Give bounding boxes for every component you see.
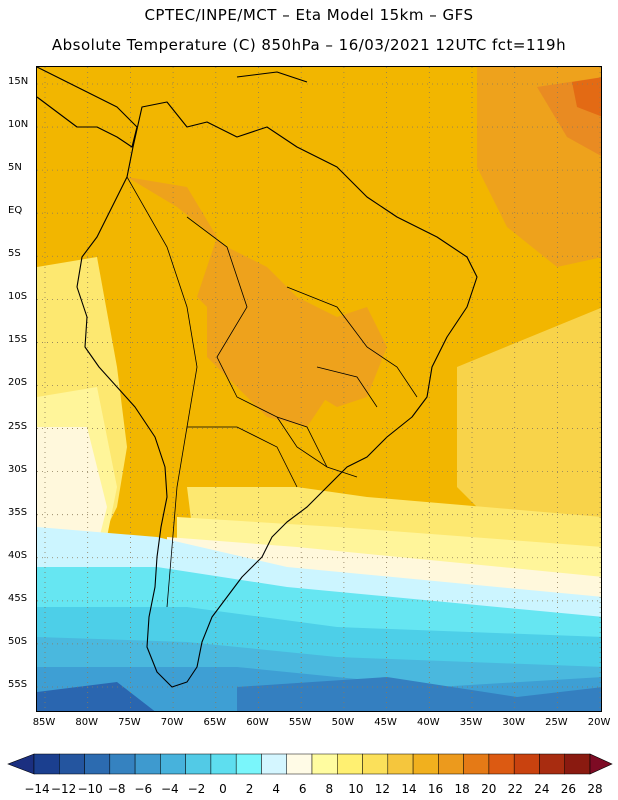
south-america-coast (76, 101, 478, 688)
colorbar-tick-label: 2 (245, 782, 254, 796)
border-brazil-south (276, 416, 358, 478)
colorbar-swatch (311, 753, 338, 775)
colorbar-swatch (463, 753, 490, 775)
lat-label: 15N (8, 76, 29, 87)
colorbar-tick-label: 24 (534, 782, 550, 796)
lat-label: 15S (8, 334, 28, 346)
colorbar-swatch (59, 753, 85, 775)
colorbar-tick-label: 28 (587, 782, 603, 796)
colorbar-tick-label: −10 (77, 782, 103, 796)
colorbar-swatch (337, 753, 363, 775)
lon-label: 70W (160, 717, 184, 728)
colorbar-swatch (286, 753, 313, 775)
lon-label: 50W (331, 717, 355, 728)
lat-label: 30S (8, 463, 28, 475)
colorbar-swatch (513, 753, 540, 775)
border-brazil-states (286, 286, 418, 398)
lat-label: 45S (8, 592, 28, 604)
lon-label: 40W (416, 717, 440, 728)
lon-label: 25W (545, 717, 568, 728)
border-argentina (187, 426, 298, 488)
lon-label: 30W (502, 717, 525, 728)
colorbar-tick-label: 4 (272, 782, 280, 796)
colorbar-low-end (7, 753, 35, 775)
colorbar-swatch (488, 753, 515, 775)
lat-label: 40S (8, 549, 28, 561)
colorbar-swatch (387, 753, 414, 775)
colorbar-tick-label: 16 (427, 782, 444, 796)
colorbar-swatch (412, 753, 439, 775)
colorbar-swatch (84, 753, 111, 775)
colorbar-swatch (438, 753, 464, 775)
colorbar-tick-label: 20 (481, 782, 497, 796)
colorbar-swatch (539, 753, 565, 775)
colorbar-swatch (109, 753, 136, 775)
lat-label: 5N (8, 162, 22, 174)
colorbar-swatch (33, 753, 60, 775)
colorbar-tick-label: −2 (187, 782, 206, 796)
lat-label: 10N (8, 119, 29, 131)
central-america-coast (37, 67, 138, 148)
colorbar-tick-label: 12 (374, 782, 391, 796)
lon-label: 20W (587, 717, 611, 728)
lon-label: 35W (459, 717, 483, 728)
temperature-map (37, 67, 601, 711)
colorbar-swatch (210, 753, 237, 775)
colorbar-tick-label: 0 (219, 782, 227, 796)
coastline (37, 67, 478, 688)
colorbar (7, 753, 613, 775)
field-region-mild-east (457, 307, 601, 537)
colorbar-swatch (362, 753, 389, 775)
colorbar-swatch (564, 753, 591, 775)
lat-label: 5S (8, 248, 21, 260)
field-region-minus10 (37, 682, 155, 711)
border-andes (126, 176, 198, 608)
colorbar-tick-label: −4 (160, 782, 179, 796)
colorbar-tick-label: −14 (24, 782, 50, 796)
lon-label: 55W (288, 717, 312, 728)
colorbar-tick-label: −6 (134, 782, 153, 796)
lat-label: 50S (8, 635, 28, 647)
colorbar-tick-label: 26 (560, 782, 577, 796)
field-region-minus2 (37, 607, 601, 677)
colorbar-tick-label: 10 (348, 782, 364, 796)
colorbar-high-end (589, 753, 613, 775)
lat-label: 35S (8, 506, 28, 518)
colorbar-swatch (261, 753, 287, 775)
colorbar-tick-label: −12 (50, 782, 77, 796)
field-region-warm-amazon (127, 177, 387, 407)
colorbar-tick-label: 22 (507, 782, 523, 796)
lon-label: 65W (203, 717, 227, 728)
lat-label: EQ (8, 205, 23, 217)
map-title-field: Absolute Temperature (C) 850hPa – 16/03/… (51, 36, 567, 54)
colorbar-swatch (134, 753, 161, 775)
country-borders (126, 176, 418, 608)
lon-label: 75W (118, 717, 141, 728)
colorbar-tick-label: 6 (298, 782, 307, 796)
caribbean-islands (236, 71, 308, 83)
lon-label: 85W (32, 717, 56, 728)
colorbar-tick-label: −8 (107, 782, 126, 796)
border-brazil-west (186, 216, 328, 468)
colorbar-swatch (160, 753, 186, 775)
map-title-model: CPTEC/INPE/MCT – Eta Model 15km – GFS (144, 6, 474, 24)
lon-label: 80W (75, 717, 98, 728)
lon-label: 60W (246, 717, 269, 728)
field-region-hotter-ne (572, 77, 601, 117)
colorbar-tick-label: 8 (325, 782, 334, 796)
colorbar-swatch (185, 753, 212, 775)
lat-label: 25S (8, 420, 28, 432)
lat-label: 20S (8, 377, 28, 389)
colorbar-swatch (235, 753, 262, 775)
border-brazil-states-2 (316, 366, 378, 408)
lat-label: 55S (8, 678, 28, 690)
colorbar-tick-label: 18 (454, 782, 470, 796)
field-region-warm-center (207, 307, 327, 427)
map-panel (36, 66, 602, 712)
lat-label: 10S (8, 291, 28, 303)
lon-label: 45W (374, 717, 397, 728)
field-region-minus8 (237, 677, 601, 711)
colorbar-tick-label: 14 (401, 782, 417, 796)
